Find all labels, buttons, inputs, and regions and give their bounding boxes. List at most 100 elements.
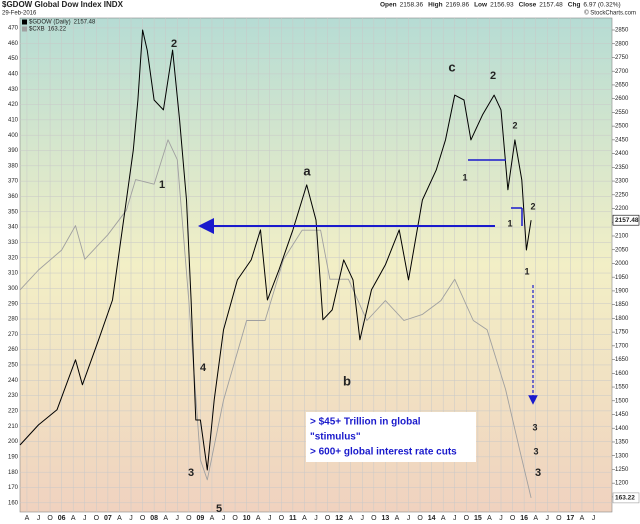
y2-tick-label: 2800	[615, 41, 629, 47]
x-tick-label: O	[371, 515, 377, 522]
price-tag-label: 2157.48	[615, 217, 639, 224]
quote-value: 2156.93	[490, 2, 514, 9]
y-tick-label: 240	[8, 378, 19, 384]
grid	[20, 18, 612, 512]
series-line	[19, 139, 532, 499]
wave-label: 1	[462, 172, 467, 182]
x-tick-label: A	[117, 515, 122, 522]
y-tick-label: 440	[8, 71, 19, 77]
y-tick-label: 400	[8, 133, 19, 139]
y-tick-label: 450	[8, 56, 19, 62]
quote: Open 2158.36 High 2169.86 Low 2156.93 Close 215…	[380, 2, 621, 9]
x-tick-label: O	[47, 515, 53, 522]
x-tick-label: J	[222, 515, 226, 522]
x-tick-label: A	[487, 515, 492, 522]
y2-tick-label: 1250	[615, 467, 629, 473]
x-tick-label: A	[256, 515, 261, 522]
x-tick-label: A	[210, 515, 215, 522]
y2-tick-label: 1650	[615, 357, 629, 363]
x-tick-label: A	[580, 515, 585, 522]
x-tick-label: O	[186, 515, 192, 522]
x-tick-label: O	[279, 515, 285, 522]
y2-tick-label: 1400	[615, 426, 629, 432]
x-tick-label: A	[395, 515, 400, 522]
y2-tick-label: 1550	[615, 385, 629, 391]
y-tick-label: 250	[8, 363, 19, 369]
y2-tick-label: 2050	[615, 247, 629, 253]
y2-tick-label: 1200	[615, 481, 629, 487]
x-tick-label: 16	[520, 515, 528, 522]
price-tag-label: 163.22	[615, 495, 635, 502]
y-tick-label: 460	[8, 41, 19, 47]
y2-tick-label: 1800	[615, 316, 629, 322]
y2-tick-label: 2550	[615, 110, 629, 116]
x-tick-label: A	[163, 515, 168, 522]
x-tick-label: A	[302, 515, 307, 522]
price-tag	[612, 492, 640, 504]
y-tick-label: 470	[8, 26, 19, 32]
x-tick-label: J	[129, 515, 133, 522]
y-tick-label: 390	[8, 148, 19, 154]
y-tick-label: 170	[8, 485, 19, 491]
quote-value: 2157.48	[539, 2, 563, 9]
y2-tick-label: 2450	[615, 137, 629, 143]
x-tick-label: A	[71, 515, 76, 522]
y2-tick-label: 2250	[615, 192, 629, 198]
wave-label: b	[343, 373, 351, 388]
y2-tick-label: 1350	[615, 440, 629, 446]
legend-value: 2157.48	[74, 20, 96, 26]
y-tick-label: 210	[8, 424, 19, 430]
x-tick-label: O	[556, 515, 562, 522]
note-line: > $45+ Trillion in global	[310, 417, 421, 428]
y-tick-label: 330	[8, 240, 19, 246]
x-tick-label: 11	[289, 515, 297, 522]
y2-tick-label: 2750	[615, 55, 629, 61]
legend-label: $GDOW (Daily)	[29, 20, 71, 26]
wave-label: 2	[171, 38, 177, 50]
legend: $GDOW (Daily) 2157.48 $CXB 163.22	[22, 19, 96, 33]
y2-tick-label: 2600	[615, 96, 629, 102]
wave-label: 4	[200, 362, 207, 374]
x-tick-label: J	[314, 515, 318, 522]
x-tick-label: 14	[428, 515, 436, 522]
legend-swatch	[22, 19, 27, 25]
y-tick-label: 190	[8, 454, 19, 460]
x-tick-label: O	[464, 515, 470, 522]
wave-label: a	[303, 163, 311, 178]
y-tick-label: 360	[8, 194, 19, 200]
y2-tick-label: 2850	[615, 28, 629, 34]
x-tick-label: O	[417, 515, 423, 522]
note-box	[306, 412, 476, 462]
y2-tick-label: 2650	[615, 83, 629, 89]
y-tick-label: 370	[8, 179, 19, 185]
wave-label: 1	[524, 266, 529, 276]
x-tick-label: A	[348, 515, 353, 522]
x-tick-label: 12	[335, 515, 343, 522]
y-tick-label: 230	[8, 393, 19, 399]
wave-label: 3	[533, 446, 538, 456]
x-tick-label: 09	[196, 515, 204, 522]
x-tick-label: O	[510, 515, 516, 522]
y2-tick-label: 1750	[615, 330, 629, 336]
x-tick-label: O	[232, 515, 238, 522]
y-tick-label: 300	[8, 286, 19, 292]
x-tick-label: 10	[243, 515, 251, 522]
wave-label: 1	[159, 179, 165, 191]
wave-label: 3	[188, 467, 194, 479]
wave-label: c	[448, 59, 455, 74]
credit: © StockCharts.com	[584, 10, 636, 17]
x-tick-label: J	[83, 515, 87, 522]
y-tick-label: 290	[8, 301, 19, 307]
legend-label: $CXB	[29, 27, 45, 33]
y-tick-label: 410	[8, 117, 19, 123]
x-tick-label: A	[441, 515, 446, 522]
y-tick-label: 350	[8, 209, 19, 215]
x-tick-label: O	[94, 515, 100, 522]
y2-tick-label: 1950	[615, 275, 629, 281]
title: $GDOW Global Dow Index INDX	[2, 0, 124, 9]
wave-label: 3	[532, 422, 537, 432]
note-line: "stimulus"	[310, 432, 361, 443]
wave-label: 2	[512, 120, 517, 130]
price-tag	[612, 214, 640, 226]
